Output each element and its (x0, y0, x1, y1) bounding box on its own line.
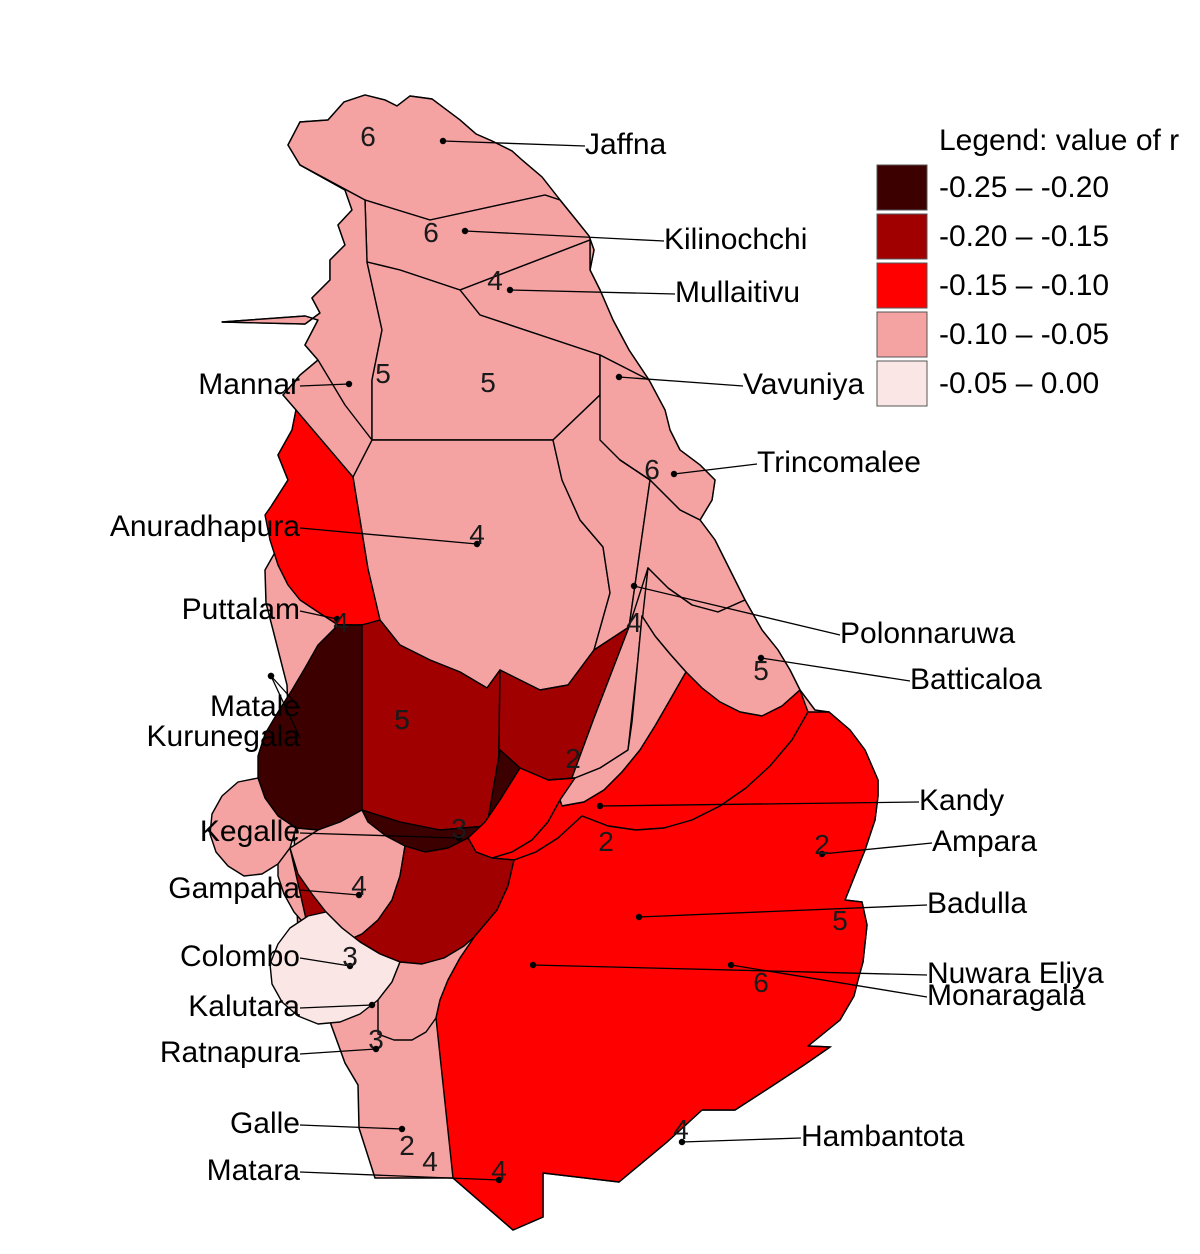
svg-text:Kurunegala: Kurunegala (147, 720, 301, 753)
svg-text:5: 5 (832, 905, 848, 936)
svg-text:Monaragala: Monaragala (927, 979, 1086, 1012)
svg-text:Kalutara: Kalutara (188, 990, 300, 1023)
svg-text:6: 6 (360, 121, 376, 152)
svg-text:2: 2 (399, 1130, 415, 1161)
svg-text:Ratnapura: Ratnapura (160, 1036, 300, 1069)
svg-text:4: 4 (673, 1114, 689, 1145)
svg-text:4: 4 (351, 870, 367, 901)
svg-text:Matale: Matale (210, 690, 300, 723)
svg-text:Hambantota: Hambantota (801, 1120, 965, 1153)
svg-text:Vavuniya: Vavuniya (743, 368, 865, 401)
svg-text:Colombo: Colombo (180, 940, 300, 973)
svg-text:Polonnaruwa: Polonnaruwa (840, 617, 1015, 650)
svg-text:6: 6 (644, 454, 660, 485)
svg-text:4: 4 (469, 519, 485, 550)
svg-text:-0.15 – -0.10: -0.15 – -0.10 (939, 269, 1109, 302)
svg-text:-0.25 – -0.20: -0.25 – -0.20 (939, 171, 1109, 204)
svg-text:5: 5 (375, 358, 391, 389)
svg-text:Ampara: Ampara (932, 825, 1037, 858)
svg-text:-0.05 – 0.00: -0.05 – 0.00 (939, 367, 1099, 400)
svg-text:6: 6 (753, 967, 769, 998)
svg-text:Badulla: Badulla (927, 887, 1027, 920)
svg-text:6: 6 (423, 217, 439, 248)
svg-text:5: 5 (394, 704, 410, 735)
svg-text:Matara: Matara (207, 1154, 301, 1187)
svg-text:Trincomalee: Trincomalee (757, 446, 921, 479)
svg-text:2: 2 (598, 826, 614, 857)
svg-text:Batticaloa: Batticaloa (910, 663, 1042, 696)
svg-text:Mannar: Mannar (198, 368, 300, 401)
svg-text:3: 3 (451, 813, 467, 844)
svg-text:Anuradhapura: Anuradhapura (110, 510, 300, 543)
svg-text:3: 3 (342, 941, 358, 972)
svg-text:Kegalle: Kegalle (200, 815, 300, 848)
svg-text:4: 4 (487, 265, 503, 296)
svg-text:Jaffna: Jaffna (585, 128, 666, 161)
svg-text:4: 4 (422, 1146, 438, 1177)
svg-text:5: 5 (753, 655, 769, 686)
svg-text:4: 4 (491, 1155, 507, 1186)
svg-text:Kilinochchi: Kilinochchi (664, 223, 807, 256)
svg-text:4: 4 (626, 607, 642, 638)
svg-text:-0.20 – -0.15: -0.20 – -0.15 (939, 220, 1109, 253)
svg-text:2: 2 (814, 829, 830, 860)
svg-text:Kandy: Kandy (919, 784, 1004, 817)
svg-text:Puttalam: Puttalam (182, 593, 300, 626)
svg-text:Mullaitivu: Mullaitivu (675, 276, 800, 309)
svg-text:-0.10 – -0.05: -0.10 – -0.05 (939, 318, 1109, 351)
svg-text:5: 5 (480, 367, 496, 398)
svg-text:Gampaha: Gampaha (168, 872, 300, 905)
svg-text:Galle: Galle (230, 1107, 300, 1140)
svg-text:2: 2 (565, 743, 581, 774)
svg-text:Legend: value of r: Legend: value of r (939, 124, 1179, 157)
svg-text:4: 4 (333, 607, 349, 638)
